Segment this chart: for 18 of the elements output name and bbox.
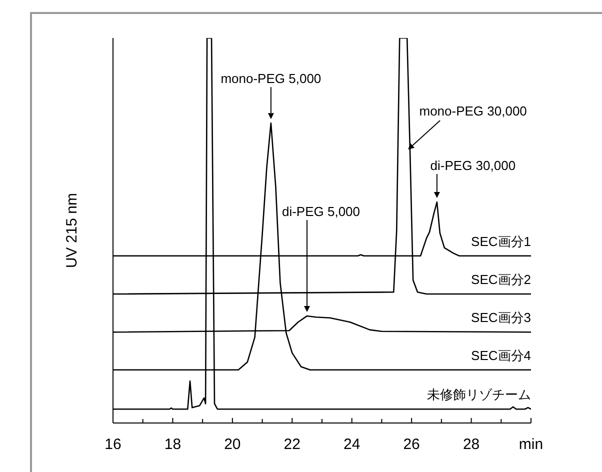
series-label: 未修飾リゾチーム	[427, 387, 531, 402]
x-tick-label: 22	[284, 436, 300, 453]
series-label: SEC画分1	[471, 234, 531, 249]
series-label: SEC画分4	[471, 348, 531, 363]
series-label: SEC画分3	[471, 310, 531, 326]
x-tick-label: 16	[104, 436, 122, 453]
annotation: di-PEG 30,000	[430, 158, 516, 174]
annotation: mono-PEG 30,000	[419, 104, 527, 118]
x-tick-label: 26	[403, 436, 420, 453]
x-tick-label: 18	[164, 436, 182, 453]
annotation: di-PEG 5,000	[282, 204, 360, 219]
series-label: SEC画分2	[471, 272, 531, 288]
x-tick-label: 20	[224, 436, 241, 453]
x-tick-label: min	[518, 436, 544, 453]
x-tick-label: 24	[344, 436, 360, 453]
annotation: mono-PEG 5,000	[220, 71, 322, 86]
y-axis-title: UV 215 nm	[63, 192, 80, 268]
x-tick-label: 28	[462, 436, 480, 453]
